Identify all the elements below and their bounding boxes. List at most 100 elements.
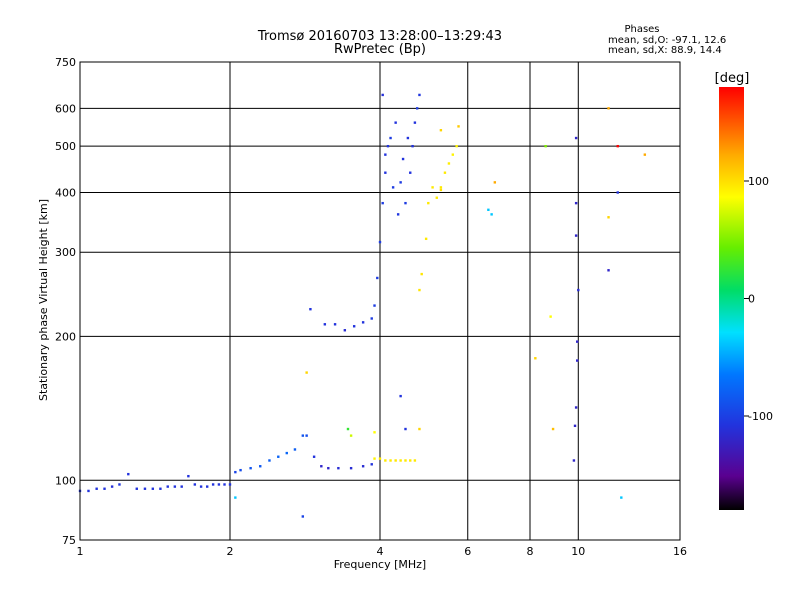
- data-point: [327, 466, 330, 470]
- data-point: [439, 188, 443, 192]
- data-point: [431, 186, 434, 189]
- data-point: [418, 93, 421, 97]
- data-point: [447, 162, 451, 165]
- y-tick-label: 100: [55, 474, 76, 487]
- data-point: [551, 427, 555, 431]
- data-point: [394, 459, 397, 462]
- data-point: [228, 483, 232, 486]
- data-point: [451, 153, 455, 156]
- colorbar-ticks: 100 0 -100: [744, 175, 773, 423]
- data-point: [249, 466, 252, 470]
- data-point: [409, 171, 412, 174]
- data-point: [349, 434, 353, 437]
- data-point: [420, 272, 423, 276]
- data-point: [389, 136, 392, 140]
- data-point: [409, 459, 412, 462]
- data-point: [607, 107, 610, 110]
- x-tick-label: 16: [673, 545, 687, 558]
- data-point: [620, 496, 623, 499]
- data-point: [373, 431, 376, 434]
- x-tick-label: 8: [527, 545, 534, 558]
- y-tick-label: 400: [55, 186, 76, 199]
- colorbar-tick-label: 100: [748, 175, 769, 188]
- data-point: [493, 181, 497, 184]
- data-point: [337, 466, 340, 470]
- data-point: [320, 465, 323, 468]
- data-point: [381, 201, 384, 205]
- data-point: [607, 216, 610, 219]
- data-point: [135, 487, 138, 490]
- data-point: [577, 288, 580, 292]
- data-point: [424, 237, 428, 241]
- data-point: [343, 329, 347, 332]
- data-point: [381, 93, 384, 97]
- data-point: [378, 240, 382, 244]
- data-point: [490, 213, 493, 216]
- data-point: [361, 465, 365, 468]
- x-tick-label: 1: [77, 545, 84, 558]
- data-point: [373, 457, 376, 460]
- x-axis-ticks: 1 2 4 6 8 10 16: [77, 545, 688, 558]
- data-point: [386, 144, 390, 148]
- data-point: [418, 288, 421, 292]
- data-point: [143, 487, 147, 490]
- data-point: [401, 157, 405, 161]
- data-point: [415, 107, 419, 110]
- data-point: [259, 465, 262, 468]
- data-point: [549, 315, 552, 318]
- y-axis-label: Stationary phase Virtual Height [km]: [37, 199, 50, 401]
- data-point: [268, 459, 271, 462]
- data-point: [413, 459, 417, 462]
- data-point: [574, 406, 578, 409]
- data-point: [373, 304, 376, 307]
- data-point: [277, 455, 280, 458]
- y-tick-label: 750: [55, 56, 76, 69]
- colorbar-gradient: [719, 87, 744, 510]
- data-point: [187, 474, 190, 478]
- data-point: [411, 144, 414, 148]
- chart-subtitle: RwPretec (Bp): [334, 42, 426, 57]
- data-point: [534, 357, 537, 360]
- x-tick-label: 2: [227, 545, 234, 558]
- data-point: [457, 125, 460, 128]
- data-point: [234, 496, 237, 499]
- data-point: [399, 181, 402, 184]
- data-point: [305, 434, 308, 437]
- data-point: [87, 489, 90, 493]
- data-point: [217, 483, 221, 486]
- data-point: [487, 208, 490, 212]
- data-point: [404, 427, 407, 431]
- phases-heading: Phases: [624, 24, 659, 35]
- data-point: [399, 459, 402, 462]
- data-point: [151, 487, 155, 490]
- data-point: [404, 459, 407, 462]
- data-point: [384, 171, 387, 174]
- data-point: [239, 468, 242, 472]
- data-point: [333, 323, 337, 326]
- phases-stat-o: mean, sd,O: -97.1, 12.6: [608, 35, 726, 46]
- data-point: [103, 487, 106, 490]
- data-point: [574, 136, 578, 140]
- y-tick-label: 500: [55, 140, 76, 153]
- data-point: [427, 201, 430, 205]
- x-tick-label: 10: [571, 545, 585, 558]
- data-point: [574, 201, 578, 205]
- data-point: [376, 276, 379, 280]
- data-point: [435, 196, 438, 199]
- plot-frame: [79, 61, 681, 541]
- y-tick-label: 75: [62, 534, 76, 547]
- x-tick-label: 4: [377, 545, 384, 558]
- chart-title: Tromsø 20160703 13:28:00–13:29:43: [257, 29, 502, 44]
- data-point: [404, 201, 407, 205]
- data-point: [406, 136, 410, 140]
- y-axis-ticks: 75 100 200 300 400 500 600 750: [55, 56, 76, 547]
- y-tick-label: 200: [55, 330, 76, 343]
- data-point: [389, 459, 392, 462]
- data-point: [349, 466, 353, 470]
- data-point: [399, 394, 402, 398]
- data-point: [413, 121, 417, 124]
- data-point: [607, 269, 610, 272]
- data-point: [309, 307, 312, 311]
- data-point: [301, 515, 305, 518]
